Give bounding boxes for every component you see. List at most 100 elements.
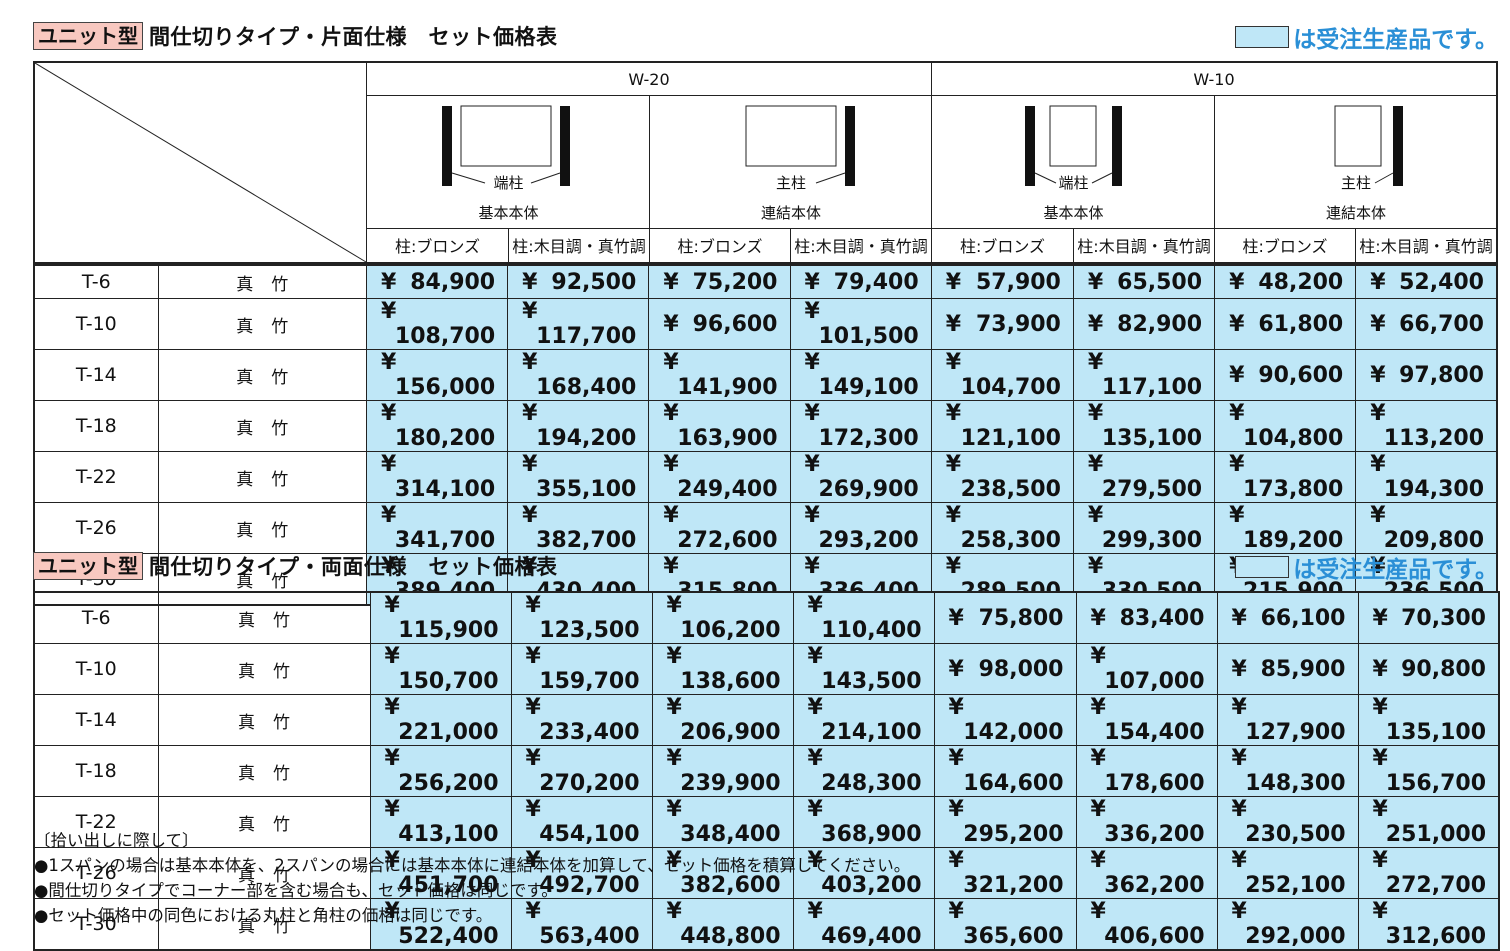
price-value: 117,700 bbox=[536, 324, 637, 349]
yen-sign: ¥ bbox=[1229, 269, 1245, 295]
price-cell: ¥341,700 bbox=[365, 502, 509, 554]
yen-sign: ¥ bbox=[380, 554, 397, 579]
price-value: 355,100 bbox=[536, 477, 637, 502]
price-value: 172,300 bbox=[818, 426, 919, 451]
price-cell: ¥279,500 bbox=[1072, 451, 1216, 503]
yen-sign: ¥ bbox=[1372, 746, 1388, 771]
yen-sign: ¥ bbox=[525, 848, 541, 873]
type-cell: 真竹 bbox=[157, 643, 371, 695]
note-item: ●間仕切りタイプでコーナー部を含む場合も、セット価格は同じです。 bbox=[34, 881, 558, 900]
yen-sign: ¥ bbox=[1370, 311, 1386, 337]
price-value: 123,500 bbox=[539, 618, 640, 643]
yen-sign: ¥ bbox=[1090, 644, 1106, 669]
price-cell: ¥413,100 bbox=[369, 796, 512, 848]
yen-sign: ¥ bbox=[945, 554, 961, 579]
yen-sign: ¥ bbox=[380, 503, 397, 528]
yen-sign: ¥ bbox=[1087, 269, 1104, 295]
yen-sign: ¥ bbox=[384, 593, 400, 618]
yen-sign: ¥ bbox=[804, 269, 820, 295]
price-cell: ¥406,600 bbox=[1075, 898, 1218, 951]
price-value: 348,400 bbox=[680, 822, 781, 847]
yen-sign: ¥ bbox=[522, 452, 538, 477]
kind-label: 基本本体 bbox=[478, 204, 539, 222]
price-cell: ¥230,500 bbox=[1216, 796, 1359, 848]
price-cell: ¥403,200 bbox=[792, 847, 935, 899]
basic-unit-diagram-icon bbox=[1025, 105, 1122, 186]
price-cell: ¥173,800 bbox=[1214, 451, 1357, 503]
price-value: 206,900 bbox=[680, 720, 781, 745]
price-value: 194,200 bbox=[536, 426, 637, 451]
price-cell: ¥156,000 bbox=[365, 349, 509, 401]
yen-sign: ¥ bbox=[948, 695, 964, 720]
price-cell: ¥66,700 bbox=[1355, 298, 1498, 350]
made-to-order-text: は受注生産品です。 bbox=[1293, 27, 1498, 53]
model-cell: T-18 bbox=[33, 745, 159, 797]
price-value: 249,400 bbox=[677, 477, 778, 502]
price-value: 83,400 bbox=[1119, 605, 1205, 631]
price-cell: ¥90,600 bbox=[1214, 349, 1357, 401]
yen-sign: ¥ bbox=[663, 452, 679, 477]
price-cell: ¥312,600 bbox=[1357, 898, 1500, 951]
price-value: 341,700 bbox=[394, 528, 496, 553]
post-label: 端柱 bbox=[493, 174, 524, 192]
yen-sign: ¥ bbox=[1229, 401, 1245, 426]
type-cell: 真竹 bbox=[157, 745, 371, 797]
yen-sign: ¥ bbox=[663, 554, 679, 579]
yen-sign: ¥ bbox=[1231, 605, 1247, 631]
yen-sign: ¥ bbox=[1370, 554, 1386, 579]
type-cell: 真竹 bbox=[157, 694, 371, 746]
table-row: T-14 真竹 ¥156,000 ¥168,400 ¥141,900 ¥149,100 ¥1… bbox=[33, 349, 1498, 401]
header-diagonal bbox=[35, 63, 367, 263]
model-cell: T-6 bbox=[33, 264, 159, 299]
yen-sign: ¥ bbox=[1087, 452, 1104, 477]
yen-sign: ¥ bbox=[1090, 746, 1106, 771]
price-value: 104,700 bbox=[960, 375, 1061, 400]
yen-sign: ¥ bbox=[1090, 848, 1106, 873]
yen-sign: ¥ bbox=[663, 503, 679, 528]
price-cell: ¥454,100 bbox=[510, 796, 653, 848]
price-value: 104,800 bbox=[1243, 426, 1344, 451]
kind-w20-basic: 端柱 基本本体 bbox=[366, 96, 649, 229]
price-value: 82,900 bbox=[1117, 311, 1203, 337]
yen-sign: ¥ bbox=[384, 746, 400, 771]
table-row: T-22 真竹 ¥413,100 ¥454,100 ¥348,400 ¥368,900 ¥2… bbox=[33, 796, 1500, 848]
price-value: 108,700 bbox=[394, 324, 496, 349]
yen-sign: ¥ bbox=[804, 401, 820, 426]
price-value: 382,600 bbox=[680, 873, 781, 898]
price-cell: ¥90,800 bbox=[1357, 643, 1500, 695]
model-cell: T-10 bbox=[33, 643, 159, 695]
price-cell: ¥117,100 bbox=[1072, 349, 1216, 401]
price-value: 492,700 bbox=[539, 873, 640, 898]
price-value: 403,200 bbox=[821, 873, 922, 898]
type-cell: 真竹 bbox=[157, 898, 371, 951]
model-cell: T-22 bbox=[33, 451, 159, 503]
price-value: 96,600 bbox=[692, 311, 778, 337]
price-value: 293,200 bbox=[818, 528, 919, 553]
yen-sign: ¥ bbox=[804, 503, 820, 528]
finish-header: 柱:ブロンズ bbox=[931, 229, 1073, 264]
price-cell: ¥135,100 bbox=[1072, 400, 1216, 452]
model-cell: T-14 bbox=[33, 349, 159, 401]
price-cell: ¥214,100 bbox=[792, 694, 935, 746]
price-cell: ¥522,400 bbox=[369, 898, 512, 951]
price-value: 163,900 bbox=[677, 426, 778, 451]
group-header-w10: W-10 bbox=[931, 63, 1496, 96]
type-cell: 真竹 bbox=[157, 264, 367, 299]
finish-header: 柱:ブロンズ bbox=[366, 229, 508, 264]
price-value: 106,200 bbox=[680, 618, 781, 643]
model-cell: T-30 bbox=[33, 898, 159, 951]
price-value: 117,100 bbox=[1101, 375, 1203, 400]
yen-sign: ¥ bbox=[666, 746, 682, 771]
price-cell: ¥293,200 bbox=[789, 502, 932, 554]
price-value: 141,900 bbox=[677, 375, 778, 400]
price-value: 239,900 bbox=[680, 771, 781, 796]
type-cell: 真竹 bbox=[157, 451, 367, 503]
yen-sign: ¥ bbox=[807, 593, 823, 618]
price-cell: ¥101,500 bbox=[789, 298, 932, 350]
yen-sign: ¥ bbox=[522, 350, 538, 375]
price-value: 194,300 bbox=[1383, 477, 1484, 502]
price-cell: ¥123,500 bbox=[510, 591, 653, 644]
price-cell: ¥121,100 bbox=[930, 400, 1074, 452]
made-to-order-swatch bbox=[1235, 26, 1290, 48]
yen-sign: ¥ bbox=[1370, 452, 1386, 477]
